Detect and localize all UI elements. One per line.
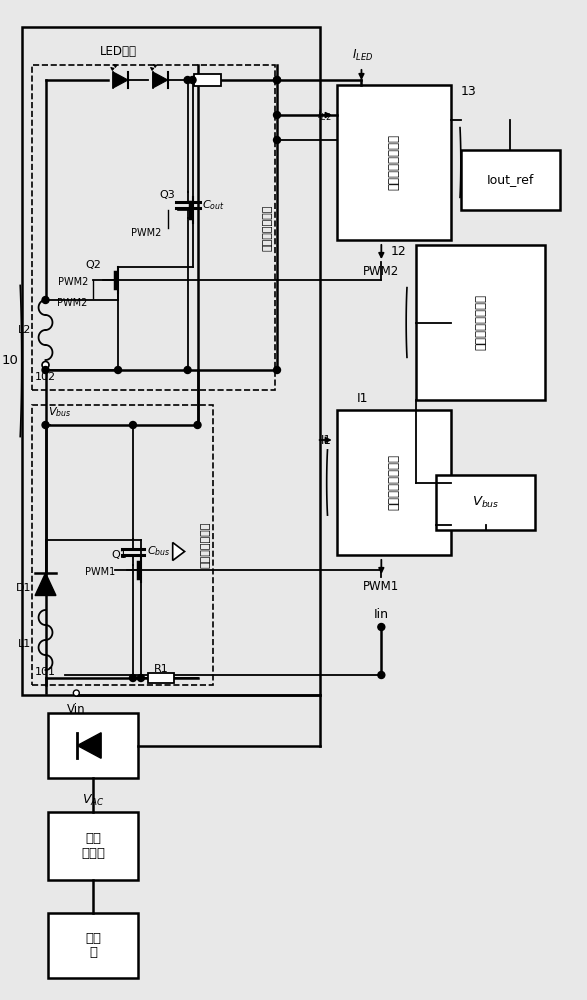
Circle shape (378, 672, 385, 678)
Polygon shape (173, 542, 185, 560)
Text: Vin: Vin (67, 703, 86, 716)
Circle shape (189, 77, 196, 84)
Text: R1: R1 (153, 664, 168, 674)
Text: D1: D1 (16, 583, 32, 593)
Circle shape (114, 366, 122, 373)
Bar (194, 74, 221, 86)
Text: $I_{L2}$: $I_{L2}$ (317, 107, 332, 123)
Text: 第一功率级电路: 第一功率级电路 (201, 522, 211, 568)
Text: 13: 13 (461, 85, 477, 98)
Text: $V_{bus}$: $V_{bus}$ (49, 405, 72, 419)
Polygon shape (113, 72, 128, 88)
Circle shape (274, 366, 281, 373)
Text: Q1: Q1 (111, 550, 127, 560)
Text: LED负载: LED负载 (100, 45, 137, 58)
Bar (436, 475, 535, 530)
Text: $V_{bus}$: $V_{bus}$ (472, 495, 500, 510)
Bar (148, 673, 174, 683)
Bar (336, 410, 451, 555)
Text: 输入电流控制电路: 输入电流控制电路 (387, 454, 400, 510)
Text: 电子
变压器: 电子 变压器 (81, 832, 105, 860)
Circle shape (130, 674, 136, 682)
Bar (49, 913, 138, 978)
Circle shape (194, 422, 201, 428)
Text: PWM2: PWM2 (131, 228, 162, 238)
Text: 第二功率级电路: 第二功率级电路 (262, 204, 272, 251)
Text: 102: 102 (35, 372, 56, 382)
Text: Iout_ref: Iout_ref (487, 174, 534, 186)
Text: 可控
硅: 可控 硅 (85, 932, 101, 960)
Polygon shape (77, 733, 101, 758)
Bar (32, 405, 214, 685)
Text: PWM1: PWM1 (85, 567, 115, 577)
Bar (416, 245, 545, 400)
Text: $I_{LED}$: $I_{LED}$ (352, 48, 373, 63)
Text: $V_{AC}$: $V_{AC}$ (82, 793, 104, 808)
Text: $C_{out}$: $C_{out}$ (201, 198, 224, 212)
Circle shape (184, 366, 191, 373)
Bar (22, 27, 320, 695)
Text: 输出电流控制电路: 输出电流控制电路 (387, 134, 400, 190)
Circle shape (42, 366, 49, 373)
Text: I1: I1 (321, 434, 332, 446)
Circle shape (42, 422, 49, 428)
Text: 101: 101 (35, 667, 56, 677)
Circle shape (378, 624, 385, 631)
Text: PWM2: PWM2 (363, 265, 400, 278)
Text: I1: I1 (356, 392, 368, 405)
Bar (461, 150, 560, 210)
Circle shape (137, 674, 144, 682)
Text: PWM1: PWM1 (363, 580, 400, 593)
Circle shape (274, 77, 281, 84)
Bar (49, 812, 138, 880)
Text: Iin: Iin (374, 608, 389, 621)
Bar (49, 713, 138, 778)
Text: Q2: Q2 (85, 260, 101, 270)
Polygon shape (35, 573, 56, 595)
Bar (32, 65, 275, 390)
Text: 10: 10 (1, 355, 18, 367)
Text: PWM2: PWM2 (58, 277, 88, 287)
Circle shape (274, 136, 281, 143)
Text: L2: L2 (18, 325, 32, 335)
Text: $C_{bus}$: $C_{bus}$ (147, 545, 170, 558)
Text: 调光信号发生电路: 调光信号发生电路 (474, 294, 487, 351)
Circle shape (274, 77, 281, 84)
Circle shape (42, 296, 49, 304)
Circle shape (73, 690, 79, 696)
Polygon shape (153, 72, 168, 88)
Text: 12: 12 (390, 245, 406, 258)
Text: L1: L1 (18, 639, 32, 649)
Circle shape (130, 422, 136, 428)
Text: Q3: Q3 (160, 190, 176, 200)
Circle shape (274, 111, 281, 118)
Bar (336, 85, 451, 240)
Text: PWM2: PWM2 (57, 298, 87, 308)
Circle shape (184, 77, 191, 84)
Circle shape (42, 361, 49, 368)
